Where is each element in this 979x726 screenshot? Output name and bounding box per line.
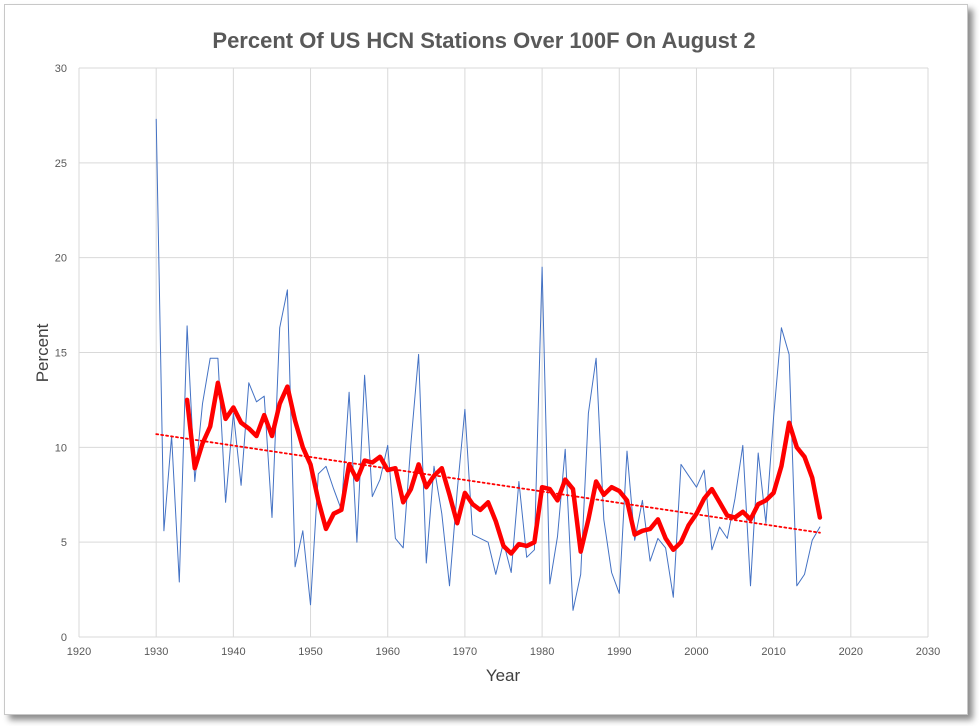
x-tick-label: 2000: [684, 646, 708, 658]
chart-title: Percent Of US HCN Stations Over 100F On …: [212, 28, 755, 53]
annual-percent-line: [155, 118, 821, 611]
x-tick-label: 2010: [761, 646, 785, 658]
tick-labels: 1920 1930 1940 1950 1960 1970 1980 1990 2000 2010…: [55, 63, 940, 658]
x-axis-title: Year: [486, 666, 521, 685]
y-tick-label: 30: [55, 63, 67, 75]
moving-average-line: [184, 380, 823, 556]
x-tick-label: 1930: [144, 646, 168, 658]
x-tick-label: 2030: [916, 646, 940, 658]
x-tick-label: 1950: [298, 646, 322, 658]
y-tick-label: 25: [55, 158, 67, 170]
x-tick-label: 1970: [453, 646, 477, 658]
x-tick-label: 1960: [375, 646, 399, 658]
y-axis-title: Percent: [33, 323, 52, 382]
x-tick-label: 1980: [530, 646, 554, 658]
x-tick-label: 2020: [839, 646, 863, 658]
chart-frame: [4, 4, 968, 715]
x-tick-label: 1990: [607, 646, 631, 658]
series-layer: [155, 118, 823, 611]
y-tick-label: 15: [55, 348, 67, 360]
x-tick-label: 1940: [221, 646, 245, 658]
linear-trend-line: [155, 433, 821, 534]
y-tick-label: 0: [61, 632, 67, 644]
gridlines: [78, 67, 929, 638]
x-tick-label: 1920: [67, 646, 91, 658]
y-tick-label: 20: [55, 253, 67, 265]
y-tick-label: 10: [55, 442, 67, 454]
y-tick-label: 5: [61, 537, 67, 549]
